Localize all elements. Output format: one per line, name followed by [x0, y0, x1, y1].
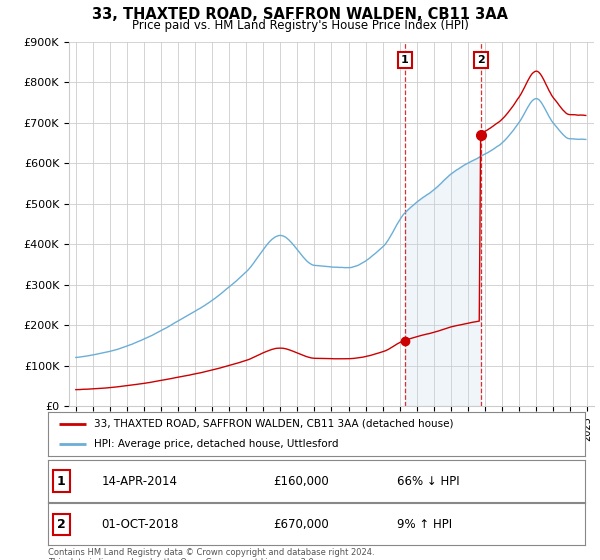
Text: 14-APR-2014: 14-APR-2014	[102, 475, 178, 488]
Text: Contains HM Land Registry data © Crown copyright and database right 2024.
This d: Contains HM Land Registry data © Crown c…	[48, 548, 374, 560]
Text: 1: 1	[401, 55, 409, 65]
Text: 33, THAXTED ROAD, SAFFRON WALDEN, CB11 3AA: 33, THAXTED ROAD, SAFFRON WALDEN, CB11 3…	[92, 7, 508, 22]
Text: 01-OCT-2018: 01-OCT-2018	[102, 518, 179, 531]
Text: Price paid vs. HM Land Registry's House Price Index (HPI): Price paid vs. HM Land Registry's House …	[131, 19, 469, 32]
Text: 33, THAXTED ROAD, SAFFRON WALDEN, CB11 3AA (detached house): 33, THAXTED ROAD, SAFFRON WALDEN, CB11 3…	[94, 419, 453, 429]
Text: 2: 2	[57, 518, 66, 531]
Text: £160,000: £160,000	[274, 475, 329, 488]
Text: 66% ↓ HPI: 66% ↓ HPI	[397, 475, 460, 488]
Text: £670,000: £670,000	[274, 518, 329, 531]
Text: 1: 1	[57, 475, 66, 488]
Text: 9% ↑ HPI: 9% ↑ HPI	[397, 518, 452, 531]
Text: 2: 2	[477, 55, 485, 65]
Text: HPI: Average price, detached house, Uttlesford: HPI: Average price, detached house, Uttl…	[94, 439, 338, 449]
